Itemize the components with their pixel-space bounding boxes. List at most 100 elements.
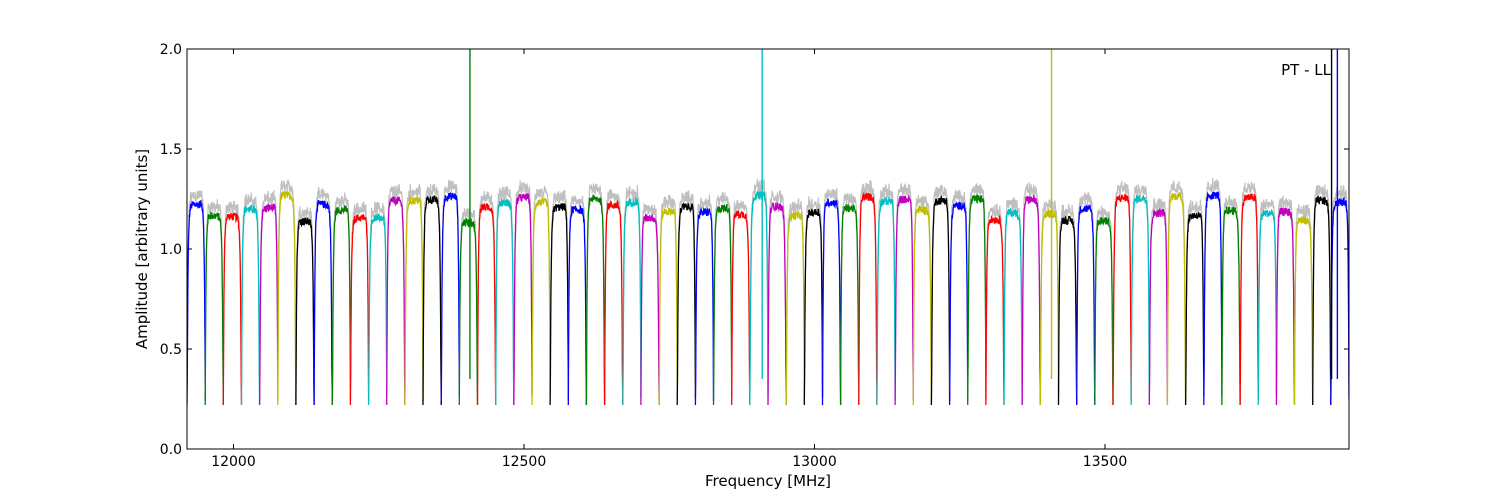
channel-trace (985, 214, 1005, 406)
channel-trace-bg (1094, 205, 1114, 399)
channel-trace (858, 191, 878, 406)
channel-trace-bg (1330, 185, 1349, 396)
channel-trace (258, 202, 279, 406)
channel-trace-bg (640, 203, 660, 399)
channel-trace-bg (1021, 182, 1041, 398)
channel-trace-bg (658, 194, 678, 399)
channel-trace (331, 204, 352, 406)
channel-trace (1257, 208, 1278, 406)
channel-trace (1094, 216, 1114, 406)
channel-trace (1130, 195, 1150, 406)
channel-trace (603, 199, 624, 406)
channel-trace (749, 189, 769, 406)
channel-trace-bg (1312, 184, 1332, 401)
channel-trace-bg (785, 198, 805, 399)
channel-trace (839, 204, 860, 406)
channel-trace (1021, 193, 1041, 406)
channel-trace-bg (386, 183, 406, 398)
channel-trace-bg (1185, 199, 1205, 393)
channel-trace (422, 195, 442, 406)
plot-annotation: PT - LL (1281, 61, 1332, 79)
channel-trace-bg (1293, 204, 1314, 399)
channel-trace (349, 214, 370, 406)
channel-trace-bg (295, 206, 315, 398)
channel-trace (785, 210, 805, 406)
channel-trace (585, 194, 606, 406)
channel-trace-bg (1112, 180, 1132, 396)
channel-trace (1148, 207, 1169, 406)
channel-trace (821, 198, 842, 406)
y-tick-label: 1.5 (160, 142, 182, 158)
channel-trace (440, 192, 460, 406)
channel-trace-bg (912, 195, 933, 399)
channel-trace-bg (930, 184, 951, 401)
y-axis-ticks: 0.0 0.5 1.0 1.5 2.0 (160, 42, 1349, 458)
y-axis-label: Amplitude [arbitrary units] (133, 149, 151, 349)
x-tick-label: 12000 (211, 454, 256, 470)
channel-trace-bg (531, 185, 551, 392)
channel-trace-bg (495, 186, 515, 397)
channel-trace (187, 200, 206, 406)
channel-trace (1203, 191, 1223, 406)
channel-trace (658, 207, 678, 406)
channel-trace (640, 213, 660, 406)
channel-traces (187, 177, 1349, 406)
y-tick-label: 0.0 (160, 442, 182, 458)
channel-trace-bg (622, 185, 642, 398)
channel-trace (313, 199, 333, 406)
channel-trace (1330, 196, 1349, 406)
channel-trace-bg (313, 186, 333, 398)
channel-trace (531, 197, 551, 406)
channel-trace (386, 196, 406, 406)
channel-trace (1003, 207, 1023, 406)
channel-trace (894, 195, 914, 406)
channel-trace (458, 217, 479, 406)
x-tick-label: 13500 (1083, 454, 1128, 470)
channel-trace-bg (839, 193, 860, 398)
channel-trace (295, 217, 315, 406)
channel-trace (1057, 215, 1078, 406)
channel-trace (912, 204, 933, 406)
channel-trace (240, 203, 261, 406)
channel-trace-bg (694, 194, 715, 393)
channel-trace (1239, 193, 1259, 406)
channel-trace (731, 210, 751, 406)
channel-trace-bg (731, 199, 751, 400)
channel-trace-bg (894, 182, 914, 399)
x-tick-label: 13000 (792, 454, 837, 470)
channel-trace (876, 197, 896, 406)
channel-trace-bg (803, 196, 824, 397)
y-tick-label: 1.0 (160, 242, 182, 258)
channel-trace (277, 190, 297, 406)
channel-trace-bg (368, 201, 388, 394)
channel-trace-bg (187, 189, 206, 397)
rfi-spikes (469, 49, 1339, 379)
channel-trace-bg (585, 183, 606, 402)
channel-trace-bg (1166, 180, 1187, 401)
channel-trace-bg (1039, 199, 1060, 395)
channel-trace (495, 198, 515, 406)
channel-trace (1039, 207, 1060, 406)
channel-trace-bg (1275, 195, 1296, 398)
channel-trace (476, 203, 497, 406)
channel-trace (1293, 216, 1314, 406)
channel-trace (930, 195, 951, 406)
channel-trace (622, 197, 642, 406)
channel-trace-bg (821, 188, 842, 401)
channel-trace (1166, 191, 1187, 406)
channel-trace-bg (858, 180, 878, 400)
channel-trace (1312, 195, 1332, 406)
channel-trace (1184, 211, 1205, 406)
channel-trace (712, 203, 733, 406)
channel-trace (676, 202, 697, 406)
x-axis-ticks: 12000 12500 13000 13500 (211, 49, 1127, 470)
channel-trace-bg (349, 201, 370, 393)
channel-trace-bg (985, 203, 1005, 395)
channel-trace (803, 208, 824, 406)
channel-trace-bg (1221, 195, 1241, 399)
channel-trace (1112, 194, 1132, 406)
channel-trace-bg (1076, 192, 1096, 400)
channel-trace-bg (404, 184, 424, 401)
channel-trace (1076, 204, 1096, 406)
